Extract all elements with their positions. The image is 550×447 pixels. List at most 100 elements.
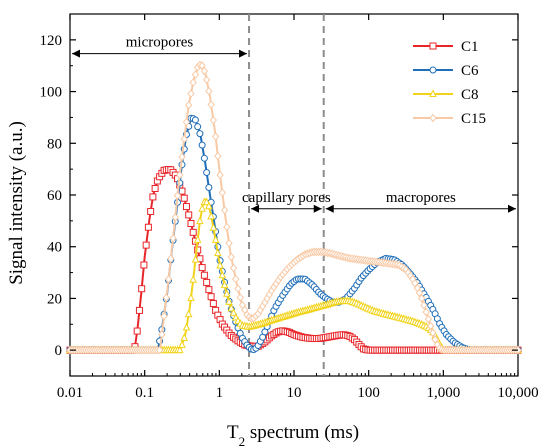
region-arrowhead-left (72, 49, 80, 58)
x-tick-label: 1,000 (426, 385, 460, 401)
data-point (198, 264, 206, 272)
x-tick-label: 100 (357, 385, 380, 401)
data-point (171, 213, 179, 222)
y-tick-label: 0 (55, 343, 63, 359)
data-point (232, 274, 240, 284)
data-point (178, 152, 186, 162)
legend-label: C1 (461, 39, 479, 55)
data-point (187, 89, 195, 98)
data-point (185, 211, 193, 219)
data-point (167, 254, 175, 264)
data-point (203, 169, 211, 177)
region-arrowhead-right (313, 204, 322, 213)
data-point (191, 116, 199, 124)
data-point (227, 303, 236, 312)
x-tick-label: 10 (287, 385, 302, 401)
data-point (160, 311, 168, 321)
region-arrowhead-left (325, 204, 334, 213)
x-tick-label: 0.1 (135, 385, 154, 401)
data-point (191, 254, 200, 263)
data-point (229, 308, 238, 316)
data-point (225, 238, 233, 248)
x-axis-title: T2 spectrum (ms) (227, 422, 359, 447)
data-point (182, 322, 191, 331)
series-c6 (66, 114, 522, 354)
legend-marker (429, 113, 437, 123)
data-point (185, 100, 193, 110)
data-point (151, 184, 159, 192)
data-point (222, 289, 231, 297)
data-point (196, 216, 204, 225)
x-tick-label: 10,000 (497, 385, 538, 401)
data-point (169, 234, 177, 243)
region-arrowhead-right (508, 204, 516, 213)
data-point (424, 314, 433, 324)
legend-item: C6 (413, 63, 479, 79)
data-point (198, 61, 206, 70)
data-point (418, 294, 426, 303)
data-point (149, 193, 157, 201)
data-point (198, 141, 206, 149)
data-point (223, 222, 231, 232)
data-point (207, 100, 215, 109)
region-arrowhead-left (251, 204, 260, 213)
data-point (200, 271, 208, 279)
data-point (415, 288, 424, 298)
data-point (144, 223, 152, 231)
x-tick-label: 1 (216, 385, 224, 401)
data-point (216, 260, 224, 269)
data-point (140, 261, 148, 269)
data-point (211, 132, 220, 141)
region-arrowhead-right (239, 49, 248, 58)
data-point (426, 321, 435, 331)
data-point (180, 134, 188, 144)
data-point (214, 248, 222, 257)
data-point (220, 280, 229, 289)
data-point (207, 293, 215, 301)
data-point (211, 235, 220, 243)
data-point (209, 300, 217, 308)
data-point (200, 66, 209, 76)
data-point (189, 275, 198, 283)
data-point (234, 284, 242, 293)
region-label: capillary pores (242, 190, 331, 206)
data-point (147, 207, 155, 215)
data-point (218, 188, 226, 197)
legend-marker (429, 66, 437, 74)
data-point (227, 252, 235, 262)
y-tick-label: 120 (40, 33, 63, 49)
region-annotation: capillary pores (242, 190, 331, 213)
data-point (220, 206, 229, 215)
data-point (202, 75, 211, 85)
data-point (155, 345, 164, 355)
y-tick-label: 20 (47, 291, 62, 307)
y-tick-label: 80 (47, 136, 62, 152)
data-point (207, 211, 215, 220)
data-point (193, 235, 202, 243)
data-point (191, 70, 200, 79)
data-point (200, 154, 208, 162)
legend-item: C1 (413, 39, 479, 55)
data-point (205, 183, 213, 191)
y-axis-title: Signal intensity (a.u.) (6, 121, 27, 285)
data-point (214, 151, 222, 161)
data-point (216, 170, 224, 180)
data-point (229, 263, 238, 273)
data-point (420, 300, 428, 310)
data-point (225, 297, 233, 305)
data-point (164, 274, 173, 284)
region-annotation: micropores (72, 35, 248, 58)
data-point (138, 285, 146, 293)
y-tick-label: 100 (40, 85, 63, 101)
data-point (162, 293, 170, 302)
x-tick-label: 0.01 (57, 385, 83, 401)
data-point (175, 345, 184, 354)
data-point (203, 278, 211, 286)
data-point (182, 203, 190, 211)
series-c15 (66, 60, 522, 355)
y-tick-label: 40 (47, 240, 62, 256)
legend-marker (429, 42, 437, 50)
data-point (189, 78, 197, 87)
data-point (135, 306, 143, 314)
data-point (187, 293, 195, 301)
